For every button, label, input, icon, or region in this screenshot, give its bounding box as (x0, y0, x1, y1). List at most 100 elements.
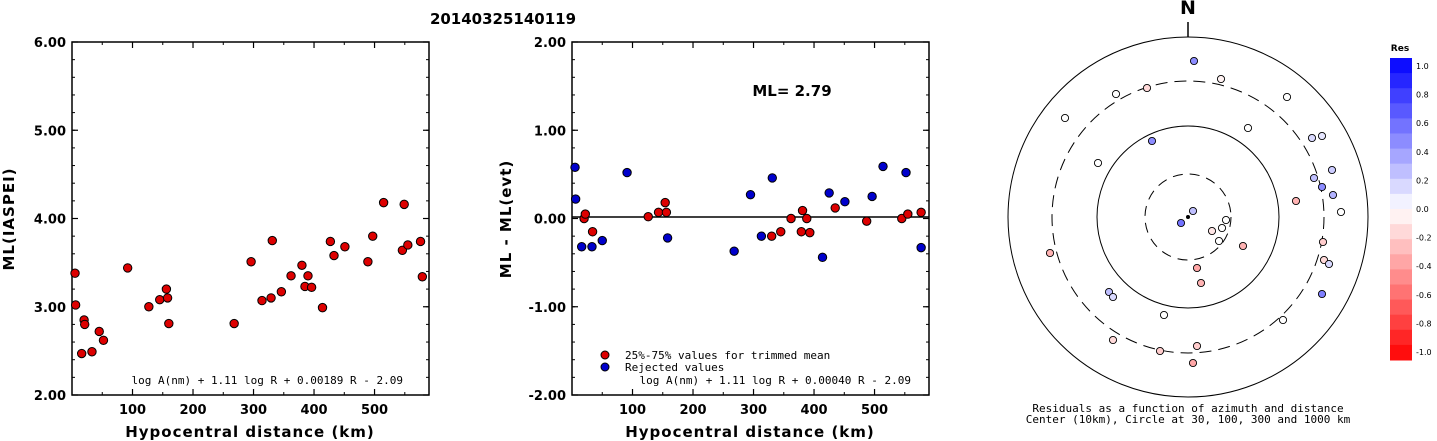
data-point (580, 209, 591, 219)
station-marker (1238, 241, 1248, 251)
colorbar-title: Res (1391, 44, 1409, 54)
data-point (80, 319, 90, 330)
station-marker (1327, 165, 1337, 175)
data-point (653, 207, 664, 218)
data-point (824, 188, 834, 198)
colorbar-swatch (1390, 118, 1412, 134)
y-tick-label: 2.00 (34, 389, 66, 404)
data-point (802, 213, 812, 224)
station-marker (1307, 133, 1317, 143)
colorbar-label: -0.2 (1416, 234, 1432, 243)
colorbar-label: -0.6 (1416, 291, 1432, 300)
y-tick-label: -1.00 (529, 301, 566, 316)
data-point (729, 246, 739, 256)
colorbar-swatch (1390, 269, 1412, 285)
data-point (70, 268, 80, 278)
colorbar-label: 0.0 (1416, 205, 1429, 214)
data-point (378, 197, 389, 208)
caption-line-1: Residuals as a function of azimuth and d… (1032, 402, 1343, 415)
legend-marker-rejected (600, 362, 610, 372)
data-point (306, 282, 317, 293)
y-tick-label: 6.00 (34, 36, 66, 51)
data-point (94, 326, 104, 337)
colorbar-swatch (1390, 58, 1412, 74)
station-marker (1176, 218, 1186, 228)
x-tick-label: 400 (800, 403, 827, 418)
colorbar-swatch (1390, 239, 1412, 255)
north-label: N (1180, 0, 1196, 19)
data-point (325, 236, 336, 247)
station-marker (1214, 236, 1224, 246)
data-point (417, 272, 428, 282)
colorbar-swatch (1390, 209, 1412, 225)
data-point (817, 252, 828, 263)
data-point (840, 197, 850, 207)
data-point (155, 294, 165, 305)
data-point (576, 242, 587, 252)
colorbar-swatch (1390, 314, 1412, 331)
station-marker (1108, 335, 1118, 345)
data-point (415, 236, 426, 247)
y-axis-label: ML - ML(evt) (497, 160, 515, 278)
data-point (267, 235, 277, 246)
y-tick-label: 1.00 (534, 124, 566, 139)
data-point (122, 263, 133, 273)
colorbar-label: -1.0 (1416, 348, 1432, 357)
circle-300km (1051, 80, 1325, 354)
circle-30km (1144, 173, 1232, 261)
station-marker (1192, 341, 1202, 351)
data-point (87, 347, 97, 357)
data-point (622, 167, 632, 178)
colorbar-swatch (1390, 178, 1412, 195)
station-marker (1324, 259, 1334, 269)
data-point (661, 207, 672, 218)
colorbar-swatch (1390, 133, 1412, 150)
data-point (916, 242, 926, 253)
x-tick-label: 100 (619, 403, 646, 418)
colorbar-swatch (1390, 224, 1412, 240)
colorbar-label: -0.4 (1416, 262, 1432, 271)
data-point (297, 260, 307, 270)
station-marker (1217, 223, 1227, 233)
station-marker (1155, 346, 1165, 356)
panel-ml-iaspei: ML(IASPEI) Hypocentral distance (km) log… (0, 36, 430, 441)
x-axis-label: Hypocentral distance (km) (625, 423, 875, 441)
data-point (796, 227, 807, 237)
station-marker (1207, 226, 1217, 236)
data-point (246, 257, 256, 267)
data-point (229, 318, 239, 329)
station-marker (1159, 310, 1169, 320)
station-marker (1093, 158, 1103, 168)
x-tick-label: 300 (240, 403, 267, 418)
panel-ml-residual: ML - ML(evt) Hypocentral distance (km) M… (497, 36, 930, 441)
station-marker (1328, 190, 1338, 200)
colorbar-swatch (1390, 299, 1412, 316)
station-marker (1045, 248, 1055, 258)
station-marker (1317, 131, 1327, 141)
y-tick-label: 2.00 (534, 36, 566, 51)
data-point (403, 240, 413, 250)
stations (1045, 56, 1346, 368)
colorbar-swatch (1390, 254, 1412, 270)
data-point (587, 242, 597, 252)
data-point (363, 257, 373, 267)
colorbar-swatch (1390, 103, 1412, 119)
station-marker (1188, 358, 1198, 368)
residual-polar-plot: N Residuals as a function of azimuth and… (1007, 0, 1369, 426)
data-point (660, 197, 670, 208)
formula-text: log A(nm) + 1.11 log R + 0.00040 R - 2.0… (639, 374, 911, 387)
station-marker (1188, 206, 1198, 216)
ticks: 100 200 300 400 500 2.00 3.00 4.00 5.00 6.00 (34, 36, 429, 418)
data-point (776, 227, 786, 237)
station-marker (1291, 196, 1301, 206)
points (570, 161, 926, 263)
data-point (587, 227, 598, 237)
data-point (161, 284, 172, 294)
y-tick-label: 0.00 (534, 213, 566, 228)
circle-1000km (1007, 36, 1369, 398)
data-point (643, 212, 653, 222)
data-point (368, 231, 378, 241)
station-marker (1336, 207, 1346, 217)
data-point (903, 209, 913, 219)
legend-label-trimmed: 25%-75% values for trimmed mean (625, 349, 830, 362)
